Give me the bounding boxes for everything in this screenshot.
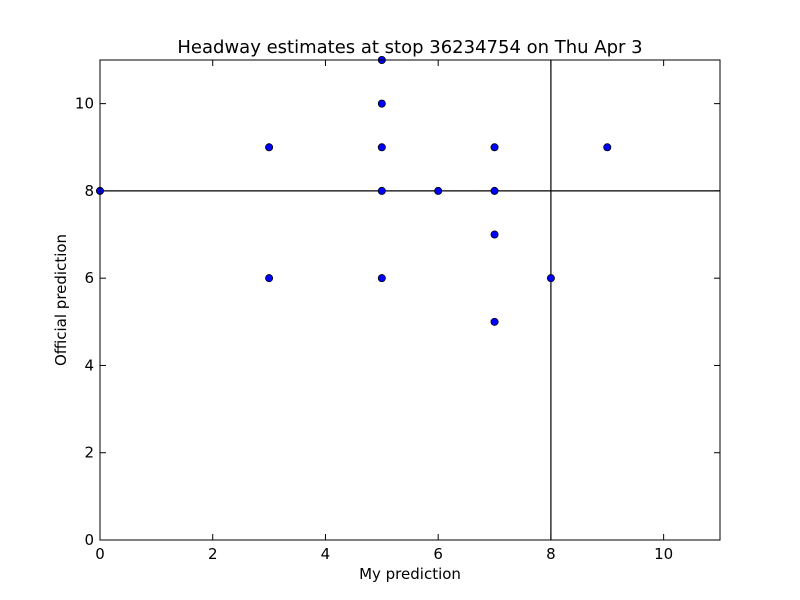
data-point <box>490 143 499 152</box>
data-point <box>546 274 555 283</box>
x-tick-label: 10 <box>654 545 673 563</box>
axis-ticks: 0 2 4 6 8 10 0 2 4 6 8 10 <box>75 60 720 563</box>
reference-lines <box>100 60 720 540</box>
x-axis-label: My prediction <box>359 565 461 583</box>
y-tick-label: 8 <box>84 182 94 200</box>
plot-area-frame <box>99 59 721 541</box>
data-point <box>490 317 499 326</box>
data-point <box>377 99 386 108</box>
chart-title: Headway estimates at stop 36234754 on Th… <box>177 37 642 58</box>
data-point <box>490 230 499 239</box>
x-tick-label: 2 <box>208 545 218 563</box>
y-tick-label: 0 <box>84 531 94 549</box>
x-tick-label: 8 <box>546 545 556 563</box>
data-point <box>377 186 386 195</box>
y-tick-label: 2 <box>84 444 94 462</box>
data-point <box>490 186 499 195</box>
y-tick-label: 10 <box>75 95 94 113</box>
y-axis-label: Official prediction <box>52 234 70 366</box>
data-point <box>265 143 274 152</box>
data-point <box>377 274 386 283</box>
x-tick-label: 6 <box>433 545 443 563</box>
y-tick-label: 4 <box>84 356 94 374</box>
x-tick-label: 0 <box>95 545 105 563</box>
data-point <box>265 274 274 283</box>
y-tick-label: 6 <box>84 269 94 287</box>
x-tick-label: 4 <box>321 545 331 563</box>
data-point <box>377 143 386 152</box>
data-point <box>603 143 612 152</box>
data-point <box>434 186 443 195</box>
